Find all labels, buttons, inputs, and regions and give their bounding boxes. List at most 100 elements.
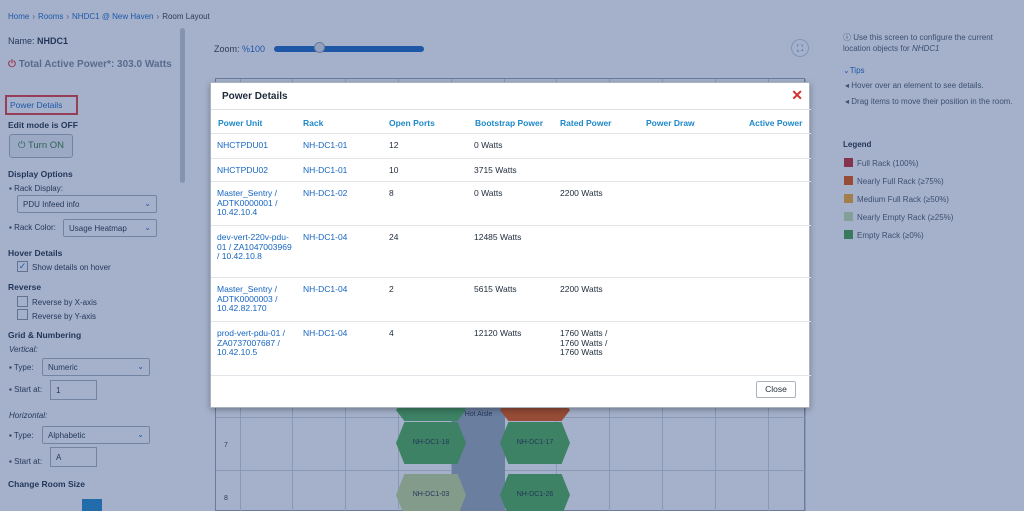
show-details-checkbox[interactable]: ✓ [17, 261, 28, 272]
legend-label: Nearly Empty Rack (≥25%) [857, 213, 954, 222]
rack-link[interactable]: NH-DC1-04 [303, 328, 348, 338]
rack-link[interactable]: NH-DC1-01 [303, 140, 348, 150]
rack-link[interactable]: NH-DC1-04 [303, 232, 348, 242]
row-label: 8 [224, 495, 228, 502]
power-icon: ⏻ [17, 140, 26, 151]
bootstrap-power: 0 Watts [474, 140, 503, 150]
location-name: Name: NHDC1 [8, 36, 69, 46]
zoom-label: Zoom: %100 [214, 44, 266, 54]
left-scrollbar[interactable] [180, 28, 185, 183]
breadcrumb-rooms[interactable]: Rooms [38, 12, 64, 21]
bootstrap-power: 3715 Watts [474, 165, 517, 175]
row-divider [211, 321, 811, 322]
vertical-type-select[interactable]: Numeric ⌄ [42, 358, 150, 376]
rack-link[interactable]: NH-DC1-04 [303, 284, 348, 294]
rack-color-label: ▪ Rack Color: [9, 223, 56, 232]
show-details-label: Show details on hover [32, 263, 111, 272]
power-unit-link[interactable]: prod-vert-pdu-01 / ZA0737007687 / 10.42.… [217, 328, 286, 357]
rack-display-label: ▪ Rack Display: [9, 184, 63, 193]
column-header: Active Power [749, 118, 803, 128]
rack-nh-dc1-26[interactable]: NH-DC1-26 [500, 474, 570, 511]
open-ports: 10 [389, 165, 399, 175]
row-divider [211, 158, 811, 159]
fullscreen-icon[interactable]: ⛶ [791, 39, 809, 57]
rack-nh-dc1-17[interactable]: NH-DC1-17 [500, 422, 570, 464]
tip-item: ◂ Hover over an element to see details. [845, 81, 984, 90]
legend-label: Full Rack (100%) [857, 159, 919, 168]
info-panel: ⓘ Use this screen to configure the curre… [829, 24, 1024, 511]
legend-swatch-empty [844, 230, 853, 239]
rack-link[interactable]: NH-DC1-02 [303, 188, 348, 198]
info-icon: ⓘ [843, 33, 851, 42]
horizontal-start-input[interactable]: A [50, 447, 97, 467]
turn-on-button[interactable]: ⏻ Turn ON [9, 134, 73, 158]
reverse-x-label: Reverse by X-axis [32, 298, 97, 307]
row-divider [211, 133, 811, 134]
column-header: Bootstrap Power [475, 118, 544, 128]
legend-swatch-nearly-full [844, 176, 853, 185]
rated-power: 2200 Watts [560, 188, 603, 198]
rack-color-select[interactable]: Usage Heatmap ⌄ [63, 219, 157, 237]
power-unit-link[interactable]: dev-vert-220v-pdu-01 / ZA1047003969 / 10… [217, 232, 292, 261]
reverse-y-checkbox[interactable] [17, 309, 28, 320]
row-divider [211, 277, 811, 278]
display-options-heading: Display Options [8, 169, 73, 179]
close-icon[interactable]: ✕ [791, 87, 803, 103]
power-details-dialog: Power Details ✕ Power Unit Rack Open Por… [210, 82, 811, 408]
room-size-button[interactable] [82, 499, 102, 511]
chevron-down-icon: ⌄ [144, 199, 151, 208]
reverse-heading: Reverse [8, 282, 42, 292]
row-label: 7 [224, 442, 228, 449]
rack-nh-dc1-18[interactable]: NH-DC1-18 [396, 422, 466, 464]
power-details-link[interactable]: Power Details [5, 95, 78, 115]
edit-mode-status: Edit mode is OFF [8, 120, 78, 130]
reverse-x-checkbox[interactable] [17, 296, 28, 307]
legend-label: Nearly Full Rack (≥75%) [857, 177, 944, 186]
zoom-slider[interactable] [274, 46, 424, 52]
hover-details-heading: Hover Details [8, 248, 63, 258]
rated-power: 1760 Watts / 1760 Watts / 1760 Watts [560, 328, 608, 357]
chevron-down-icon: ⌄ [137, 430, 144, 439]
open-ports: 4 [389, 328, 394, 338]
total-power: ⏻ Total Active Power*: 303.0 Watts [8, 59, 172, 70]
column-header: Rated Power [560, 118, 612, 128]
column-header: Rack [303, 118, 324, 128]
tip-item: ◂ Drag items to move their position in t… [845, 97, 1013, 106]
breadcrumb-location[interactable]: NHDC1 @ New Haven [72, 12, 154, 21]
open-ports: 12 [389, 140, 399, 150]
bootstrap-power: 12120 Watts [474, 328, 522, 338]
horizontal-type-select[interactable]: Alphabetic ⌄ [42, 426, 150, 444]
tips-toggle[interactable]: ⌄Tips [843, 66, 865, 75]
intro-text: ⓘ Use this screen to configure the curre… [843, 33, 993, 53]
close-button[interactable]: Close [756, 381, 796, 398]
open-ports: 8 [389, 188, 394, 198]
rack-nh-dc1-03[interactable]: NH-DC1-03 [396, 474, 466, 511]
power-unit-link[interactable]: Master_Sentry / ADTK0000001 / 10.42.10.4 [217, 188, 278, 217]
row-divider [211, 225, 811, 226]
grid-numbering-heading: Grid & Numbering [8, 330, 82, 340]
breadcrumb-home[interactable]: Home [8, 12, 30, 21]
vertical-type-label: ▪ Type: [9, 363, 34, 372]
chevron-down-icon: ⌄ [843, 66, 850, 75]
bootstrap-power: 0 Watts [474, 188, 503, 198]
power-unit-link[interactable]: Master_Sentry / ADTK0000003 / 10.42.82.1… [217, 284, 278, 313]
legend-swatch-full [844, 158, 853, 167]
rated-power: 2200 Watts [560, 284, 603, 294]
vertical-label: Vertical: [9, 345, 38, 354]
breadcrumb-current: Room Layout [162, 12, 210, 21]
open-ports: 24 [389, 232, 399, 242]
grid-row-line [216, 470, 806, 471]
column-header: Power Unit [218, 118, 263, 128]
vertical-start-input[interactable]: 1 [50, 380, 97, 400]
rack-link[interactable]: NH-DC1-01 [303, 165, 348, 175]
divider [211, 109, 811, 110]
change-room-size-heading: Change Room Size [8, 479, 85, 489]
zoom-slider-handle[interactable] [314, 42, 325, 53]
power-unit-link[interactable]: NHCTPDU02 [217, 165, 269, 175]
reverse-y-label: Reverse by Y-axis [32, 312, 97, 321]
rack-display-select[interactable]: PDU Infeed info ⌄ [17, 195, 157, 213]
horizontal-label: Horizontal: [9, 411, 48, 420]
power-unit-link[interactable]: NHCTPDU01 [217, 140, 269, 150]
dialog-title: Power Details [222, 91, 288, 102]
legend-label: Empty Rack (≥0%) [857, 231, 924, 240]
